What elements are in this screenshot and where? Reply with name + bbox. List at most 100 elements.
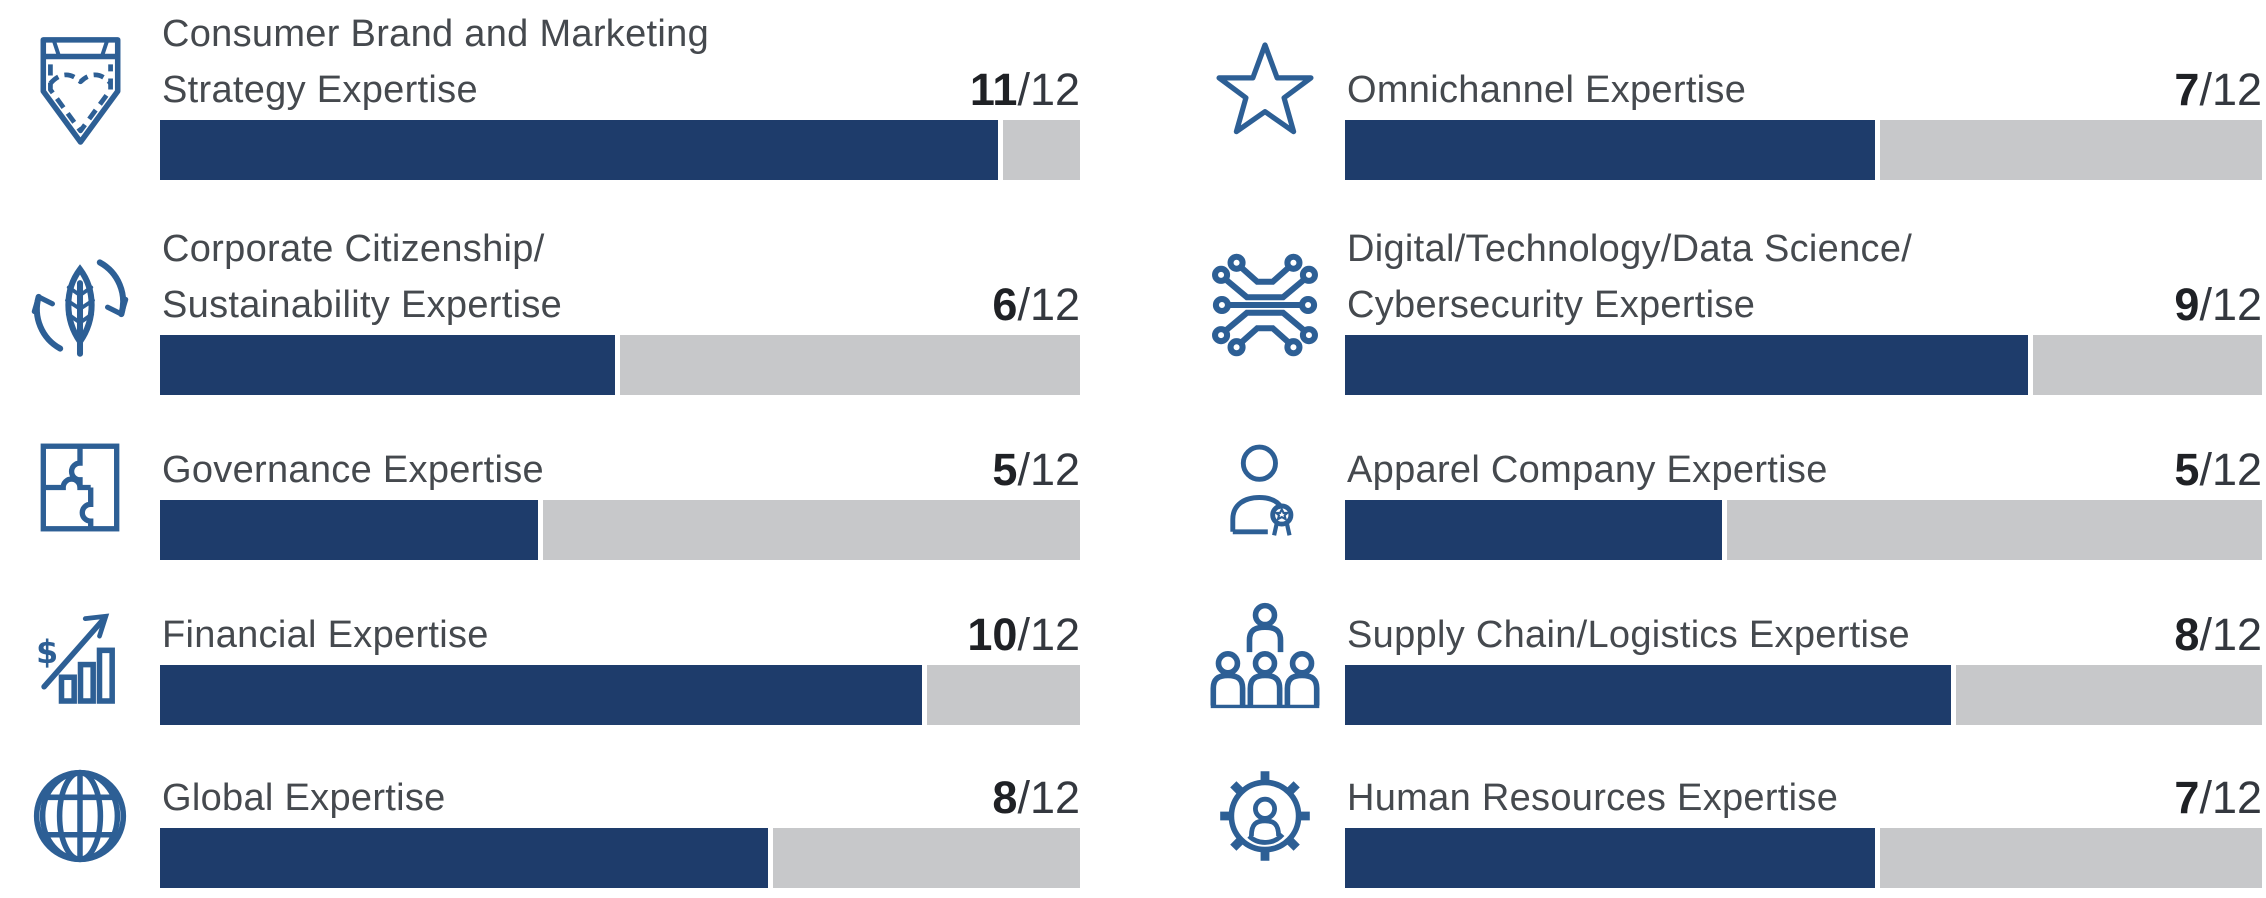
expertise-label: Digital/Technology/Data Science/ Cyberse… <box>1347 221 1912 333</box>
expertise-item-supply-chain: Supply Chain/Logistics Expertise 8/12 <box>1185 581 2262 725</box>
expertise-content: Global Expertise 8/12 <box>160 744 1080 888</box>
score-value: 8 <box>992 772 1018 823</box>
expertise-score: 5/12 <box>2174 442 2262 498</box>
expertise-item-governance: Governance Expertise 5/12 <box>0 414 1080 560</box>
expertise-content: Corporate Citizenship/ Sustainability Ex… <box>160 215 1080 395</box>
expertise-content: Digital/Technology/Data Science/ Cyberse… <box>1345 215 2262 395</box>
expertise-bar <box>160 665 1080 725</box>
expertise-bar <box>160 500 1080 560</box>
bar-fill <box>1345 500 1728 560</box>
score-value: 5 <box>992 444 1018 495</box>
bar-fill <box>1345 335 2033 395</box>
expertise-score: 9/12 <box>2174 277 2262 333</box>
label-line: Corporate Citizenship/ <box>162 228 545 270</box>
expertise-label: Governance Expertise <box>162 442 544 498</box>
expertise-score: 10/12 <box>967 607 1080 663</box>
expertise-label: Omnichannel Expertise <box>1347 62 1746 118</box>
expertise-bar <box>160 335 1080 395</box>
expertise-item-human-resources: Human Resources Expertise 7/12 <box>1185 744 2262 888</box>
expertise-score: 8/12 <box>2174 607 2262 663</box>
bar-fill <box>1345 828 1880 888</box>
expertise-content: Supply Chain/Logistics Expertise 8/12 <box>1345 581 2262 725</box>
score-value: 8 <box>2174 609 2200 660</box>
bar-fill <box>1345 120 1880 180</box>
left-column: Consumer Brand and Marketing Strategy Ex… <box>0 0 1080 898</box>
expertise-label: Consumer Brand and Marketing Strategy Ex… <box>162 6 709 118</box>
expertise-label: Apparel Company Expertise <box>1347 442 1828 498</box>
expertise-item-apparel-company: Apparel Company Expertise 5/12 <box>1185 414 2262 560</box>
expertise-item-financial: $ Financial Expertise 10/12 <box>0 581 1080 725</box>
expertise-item-consumer-brand: Consumer Brand and Marketing Strategy Ex… <box>0 0 1080 180</box>
label-line: Consumer Brand and Marketing <box>162 13 710 55</box>
label-line: Supply Chain/Logistics Expertise <box>1347 614 1910 656</box>
expertise-label: Financial Expertise <box>162 607 489 663</box>
score-denominator: /12 <box>1017 444 1080 495</box>
bar-fill <box>160 120 1004 180</box>
bar-fill <box>160 335 620 395</box>
bar-fill <box>160 665 927 725</box>
expertise-bar <box>160 120 1080 180</box>
jeans-pocket-icon <box>0 0 160 180</box>
expertise-label: Global Expertise <box>162 770 446 826</box>
score-value: 7 <box>2174 64 2200 115</box>
expertise-score: 6/12 <box>992 277 1080 333</box>
score-denominator: /12 <box>1017 772 1080 823</box>
label-line: Global Expertise <box>162 777 446 819</box>
star-icon <box>1185 0 1345 180</box>
expertise-content: Consumer Brand and Marketing Strategy Ex… <box>160 0 1080 180</box>
expertise-content: Financial Expertise 10/12 <box>160 581 1080 725</box>
expertise-content: Human Resources Expertise 7/12 <box>1345 744 2262 888</box>
score-denominator: /12 <box>2199 279 2262 330</box>
expertise-item-digital-technology: Digital/Technology/Data Science/ Cyberse… <box>1185 215 2262 395</box>
expertise-item-omnichannel: Omnichannel Expertise 7/12 <box>1185 0 2262 180</box>
label-line: Strategy Expertise <box>162 69 478 111</box>
expertise-score: 7/12 <box>2174 62 2262 118</box>
expertise-content: Governance Expertise 5/12 <box>160 414 1080 560</box>
expertise-item-corporate-citizenship: Corporate Citizenship/ Sustainability Ex… <box>0 215 1080 395</box>
expertise-bar <box>1345 120 2262 180</box>
expertise-score: 7/12 <box>2174 770 2262 826</box>
globe-icon <box>0 744 160 888</box>
score-value: 10 <box>967 609 1018 660</box>
score-value: 11 <box>969 64 1018 115</box>
expertise-item-global: Global Expertise 8/12 <box>0 744 1080 888</box>
people-group-icon <box>1185 581 1345 725</box>
score-denominator: /12 <box>1017 609 1080 660</box>
label-line: Omnichannel Expertise <box>1347 69 1747 111</box>
expertise-content: Apparel Company Expertise 5/12 <box>1345 414 2262 560</box>
circuit-icon <box>1185 215 1345 395</box>
score-denominator: /12 <box>1017 279 1080 330</box>
score-denominator: /12 <box>2199 772 2262 823</box>
puzzle-icon <box>0 414 160 560</box>
score-denominator: /12 <box>2199 64 2262 115</box>
expertise-score: 11/12 <box>970 62 1080 118</box>
expertise-bar <box>160 828 1080 888</box>
bar-fill <box>160 828 774 888</box>
expertise-bar <box>1345 828 2262 888</box>
score-value: 7 <box>2174 772 2200 823</box>
expertise-score: 8/12 <box>992 770 1080 826</box>
score-denominator: /12 <box>2199 444 2262 495</box>
person-award-icon <box>1185 414 1345 560</box>
svg-text:$: $ <box>36 635 58 671</box>
expertise-label: Supply Chain/Logistics Expertise <box>1347 607 1910 663</box>
expertise-label: Human Resources Expertise <box>1347 770 1838 826</box>
score-denominator: /12 <box>2199 609 2262 660</box>
expertise-bar <box>1345 335 2262 395</box>
label-line: Financial Expertise <box>162 614 489 656</box>
sustainability-recycle-leaf-icon <box>0 215 160 395</box>
expertise-label: Corporate Citizenship/ Sustainability Ex… <box>162 221 562 333</box>
score-value: 9 <box>2174 279 2200 330</box>
expertise-score: 5/12 <box>992 442 1080 498</box>
bar-fill <box>1345 665 1957 725</box>
expertise-bar <box>1345 665 2262 725</box>
gear-person-icon <box>1185 744 1345 888</box>
label-line: Sustainability Expertise <box>162 284 563 326</box>
right-column: Omnichannel Expertise 7/12 <box>1185 0 2262 898</box>
label-line: Cybersecurity Expertise <box>1347 284 1756 326</box>
expertise-content: Omnichannel Expertise 7/12 <box>1345 0 2262 180</box>
expertise-bar <box>1345 500 2262 560</box>
score-value: 5 <box>2174 444 2200 495</box>
label-line: Digital/Technology/Data Science/ <box>1347 228 1913 270</box>
